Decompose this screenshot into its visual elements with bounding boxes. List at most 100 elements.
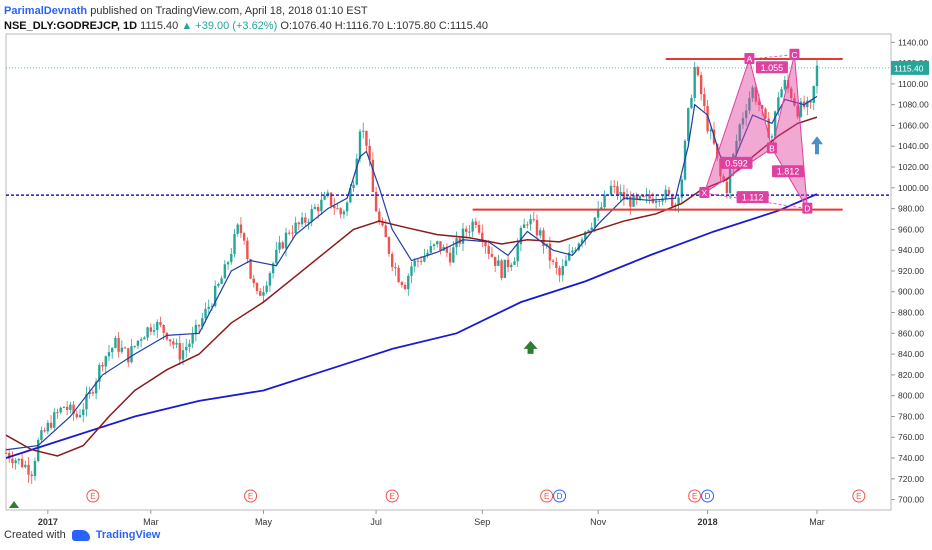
candle-body [40,430,43,440]
candle-body [423,255,426,262]
harmonic-triangle-bcd [771,54,808,209]
candle-body [30,474,33,477]
tradingview-logo-icon [71,529,90,541]
candle-body [741,118,745,125]
candle-body [217,283,220,286]
candle-body [91,392,95,394]
harmonic-ratio-label: 1.812 [777,167,800,177]
ohlc-values: O:1076.40 H:1116.70 L:1075.80 C:1115.40 [280,20,489,32]
candle-body [535,219,539,236]
candle-body [94,381,98,394]
y-tick-label: 1060.00 [898,120,929,130]
candle-body [75,413,78,418]
candle-body [307,221,310,223]
harmonic-ratio-badge [755,61,788,74]
candle-body [571,250,574,253]
candle-body [82,409,85,416]
candle-body [770,136,774,138]
earnings-event-icon[interactable] [385,489,399,503]
candle-body [249,258,252,279]
candle-body [703,94,706,107]
candle-body [178,342,181,360]
candle-body [725,181,729,194]
candle-body [555,261,558,268]
candle-body [445,246,449,253]
candle-body [355,158,358,185]
candle-body [17,458,21,461]
candle-body [584,231,587,240]
candle-body [481,232,484,242]
dividend-event-icon[interactable] [553,489,567,503]
candle-body [642,196,645,198]
x-tick-label: Mar [143,517,159,527]
candle-body [394,267,397,269]
candle-body [751,87,754,99]
candle-body [342,211,346,215]
candle-body [329,192,333,206]
candle-body [709,129,712,132]
candle-body [436,241,439,245]
y-tick-label: 780.00 [898,411,924,421]
candle-body [532,219,535,221]
candle-body [777,97,780,112]
harmonic-ratio-line [771,148,808,209]
candle-body [790,88,793,99]
candle-body [152,330,156,332]
candle-body [304,217,307,223]
candle-body [780,89,783,98]
candle-body [181,350,185,360]
y-tick-label: 900.00 [898,287,924,297]
candle-body [320,199,323,212]
earnings-event-icon[interactable] [852,489,866,503]
candle-body [738,124,741,141]
candle-body [609,185,613,195]
y-tick-label: 1020.00 [898,162,929,172]
candle-body [815,65,819,87]
candle-body [474,221,478,225]
plot-area[interactable] [5,33,892,511]
candle-body [567,252,571,261]
candle-body [564,260,568,267]
candle-body [693,67,696,98]
tradingview-brand[interactable]: TradingView [95,529,161,541]
candle-body [448,252,452,263]
candle-body [339,208,342,215]
candle-body [284,232,288,249]
harmonic-point-badge [802,202,813,214]
candle-body [11,458,14,464]
earnings-event-icon[interactable] [244,489,258,503]
footer: Created with TradingView [4,529,160,541]
earnings-event-icon[interactable] [86,489,100,503]
earnings-event-icon[interactable] [540,489,554,503]
author-name[interactable]: ParimalDevnath [4,5,88,17]
candle-body [477,224,481,233]
earnings-event-label: E [544,492,549,501]
ema-mid-line [5,116,818,457]
candle-body [130,346,133,363]
y-tick-label: 700.00 [898,495,924,505]
candle-body [143,337,146,340]
candle-body [690,97,693,109]
candle-body [487,246,490,254]
candle-body [136,340,140,346]
candle-body [333,205,336,209]
dividend-event-icon[interactable] [701,489,715,503]
candle-body [490,253,494,257]
candle-body [603,194,606,208]
candle-body [506,259,510,268]
harmonic-ratio-line [704,147,773,194]
candle-body [168,339,172,342]
candle-body [207,306,210,309]
candle-body [699,75,703,95]
candle-body [291,232,294,234]
earnings-event-label: E [692,492,697,501]
earnings-event-icon[interactable] [688,489,702,503]
candle-body [387,237,391,254]
candle-body [632,195,635,207]
earnings-event-label: E [248,492,253,501]
x-tick-label: 2017 [38,517,58,527]
candle-body [468,231,471,233]
candle-body [175,342,178,345]
candle-body [677,197,680,205]
